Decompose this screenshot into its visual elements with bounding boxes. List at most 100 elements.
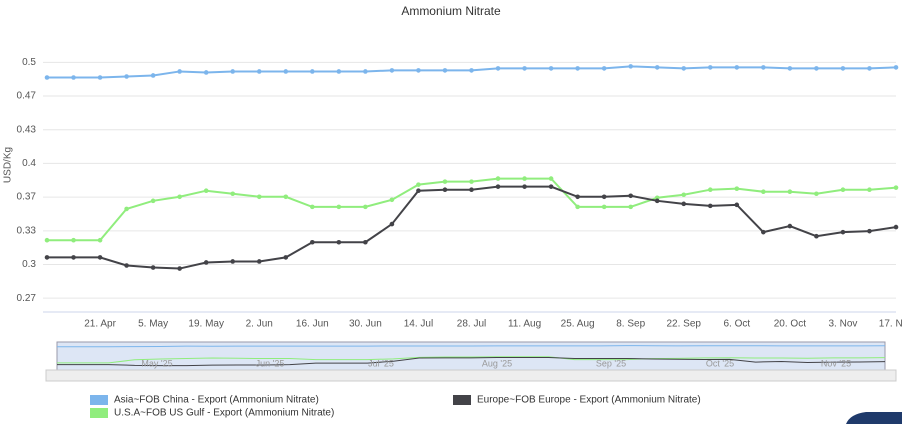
series-line (47, 185, 897, 270)
navigator-line (57, 345, 886, 348)
data-point (840, 229, 846, 235)
navigator-label: Oct '25 (706, 358, 734, 368)
y-tick-label: 0.4 (22, 158, 36, 169)
data-point (97, 237, 103, 243)
data-point (734, 202, 740, 208)
data-point (336, 239, 342, 245)
data-point (389, 68, 395, 73)
x-tick-label: 20. Oct (774, 319, 806, 330)
data-point (867, 187, 872, 192)
y-tick-label: 0.3 (22, 259, 36, 270)
data-point (814, 66, 819, 71)
data-point (707, 187, 713, 192)
corner-decoration (846, 412, 902, 424)
x-tick-label: 14. Jul (404, 319, 433, 330)
data-point (761, 65, 766, 70)
data-point (283, 69, 289, 74)
x-tick-label: 25. Aug (561, 319, 595, 330)
data-point (469, 179, 474, 184)
data-point (654, 198, 660, 204)
x-tick-label: 6. Oct (723, 319, 750, 330)
data-point (840, 187, 846, 192)
navigator-line (57, 356, 886, 364)
data-point (522, 66, 527, 71)
data-point (283, 194, 289, 200)
data-point (310, 204, 315, 210)
data-point (230, 191, 236, 197)
data-point (787, 66, 793, 71)
chart-title: Ammonium Nitrate (401, 4, 501, 18)
data-point (814, 191, 819, 197)
data-point (654, 65, 660, 70)
data-point (97, 255, 103, 260)
data-point (867, 228, 872, 234)
data-point (97, 75, 103, 80)
y-tick-label: 0.33 (17, 225, 37, 236)
data-point (548, 184, 554, 189)
data-point (681, 192, 687, 198)
legend-swatch (453, 395, 471, 405)
y-axis-label: USD/Kg (3, 147, 14, 183)
data-point (734, 186, 740, 191)
data-point (230, 69, 236, 74)
data-point (124, 263, 129, 268)
data-point (734, 65, 740, 70)
navigator-scrollbar[interactable] (45, 369, 897, 382)
data-point (336, 69, 342, 74)
x-tick-label: 11. Aug (508, 319, 541, 330)
data-point (442, 179, 448, 184)
data-point (548, 176, 554, 181)
data-point (71, 255, 76, 260)
data-point (336, 204, 342, 210)
navigator-label: May '25 (141, 358, 172, 368)
data-point (177, 69, 182, 74)
y-tick-label: 0.27 (17, 293, 37, 304)
x-tick-label: 17. Nov (879, 319, 902, 330)
data-point (707, 203, 713, 209)
data-point (283, 255, 289, 260)
data-point (601, 66, 607, 71)
navigator-line (57, 357, 886, 367)
data-point (628, 64, 633, 69)
x-tick-label: 5. May (138, 319, 168, 330)
data-point (124, 206, 129, 212)
legend-label[interactable]: Asia~FOB China - Export (Ammonium Nitrat… (114, 395, 319, 406)
data-point (495, 184, 501, 189)
x-tick-label: 19. May (188, 319, 224, 330)
data-point (416, 182, 421, 187)
legend-label[interactable]: U.S.A~FOB US Gulf - Export (Ammonium Nit… (114, 408, 334, 419)
data-point (628, 204, 633, 210)
legend-swatch (90, 395, 108, 405)
data-point (548, 66, 554, 71)
data-point (893, 185, 899, 190)
data-point (150, 73, 156, 78)
data-point (177, 194, 182, 200)
data-point (867, 66, 872, 71)
data-point (363, 69, 368, 74)
data-point (840, 66, 846, 71)
data-point (71, 75, 76, 80)
data-point (203, 70, 209, 75)
data-point (256, 69, 262, 74)
data-point (575, 66, 580, 71)
data-point (522, 184, 527, 189)
y-tick-label: 0.5 (22, 57, 36, 68)
data-point (71, 237, 76, 243)
data-point (495, 176, 501, 181)
data-point (389, 197, 395, 203)
data-point (761, 189, 766, 195)
data-point (389, 221, 395, 227)
data-point (893, 65, 899, 70)
data-point (442, 187, 448, 192)
legend-label[interactable]: Europe~FOB Europe - Export (Ammonium Nit… (477, 395, 701, 406)
data-point (310, 239, 315, 245)
data-point (681, 201, 687, 207)
x-tick-label: 30. Jun (349, 319, 382, 330)
data-point (575, 194, 580, 200)
x-tick-label: 28. Jul (457, 319, 486, 330)
data-point (575, 204, 580, 210)
x-tick-label: 8. Sep (616, 319, 645, 330)
data-point (44, 255, 50, 260)
x-tick-label: 2. Jun (246, 319, 273, 330)
